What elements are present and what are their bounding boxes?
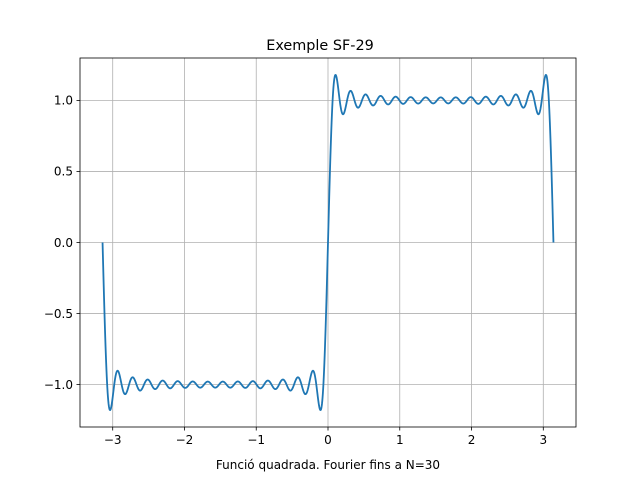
x-tick-label: 0	[324, 433, 332, 447]
series-layer	[101, 74, 555, 411]
chart-title: Exemple SF-29	[266, 38, 374, 54]
plot-frame	[79, 57, 577, 428]
tick-marks	[76, 99, 544, 431]
y-tick-label: −1.0	[44, 378, 73, 392]
y-tick-label: −0.5	[44, 307, 73, 321]
series-line	[101, 74, 555, 411]
x-tick-label: 1	[396, 433, 404, 447]
x-tick-label: −1	[247, 433, 265, 447]
y-tick-label: 1.0	[54, 94, 73, 108]
y-tick-label: 0.0	[54, 236, 73, 250]
y-tick-label: 0.5	[54, 165, 73, 179]
x-axis-label: Funció quadrada. Fourier fins a N=30	[216, 458, 440, 472]
x-tick-label: 3	[539, 433, 547, 447]
x-tick-label: −2	[176, 433, 194, 447]
x-tick-label: 2	[468, 433, 476, 447]
x-tick-label: −3	[104, 433, 122, 447]
